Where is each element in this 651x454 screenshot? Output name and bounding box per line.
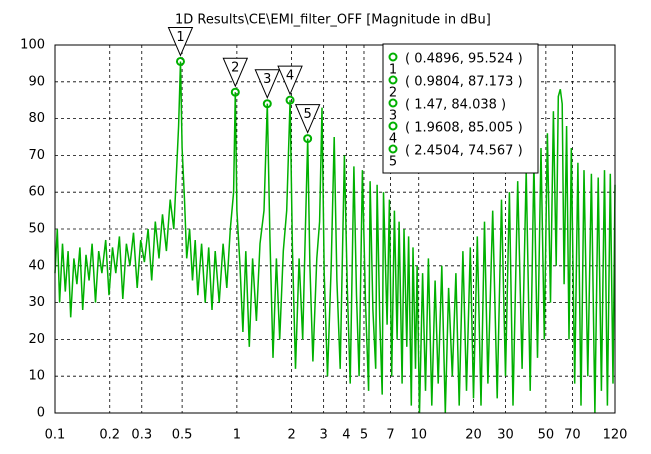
marker-flag bbox=[254, 69, 281, 100]
y-tick-label: 40 bbox=[28, 258, 45, 273]
x-tick-label: 1 bbox=[233, 428, 241, 443]
marker-flag-label: 1 bbox=[176, 30, 184, 45]
marker bbox=[230, 87, 240, 97]
x-tick-label: 0.2 bbox=[99, 428, 120, 443]
legend-box bbox=[382, 43, 539, 174]
marker bbox=[285, 95, 295, 105]
x-tick-label: 0.1 bbox=[45, 428, 66, 443]
marker-flag bbox=[167, 26, 194, 57]
legend-marker-number: 2 bbox=[389, 86, 397, 101]
legend-label: ( 0.4896, 95.524 ) bbox=[405, 52, 523, 67]
y-tick-label: 50 bbox=[28, 222, 45, 237]
x-tick-label: 7 bbox=[386, 428, 394, 443]
legend-label: ( 1.9608, 85.005 ) bbox=[405, 121, 523, 136]
x-tick-label: 0.5 bbox=[172, 428, 193, 443]
marker bbox=[175, 56, 185, 66]
y-tick-label: 70 bbox=[28, 148, 45, 163]
x-tick-label: 30 bbox=[497, 428, 514, 443]
legend-label: ( 2.4504, 74.567 ) bbox=[405, 144, 523, 159]
y-tick-label: 20 bbox=[28, 332, 45, 347]
legend-marker bbox=[388, 121, 398, 131]
y-tick-label: 100 bbox=[20, 38, 45, 53]
chart-title: 1D Results\CE\EMI_filter_OFF [Magnitude … bbox=[175, 13, 491, 28]
marker bbox=[303, 134, 313, 144]
x-tick-label: 20 bbox=[465, 428, 482, 443]
x-tick-label: 5 bbox=[360, 428, 368, 443]
legend-marker-number: 5 bbox=[389, 155, 397, 170]
marker-flag-label: 3 bbox=[263, 72, 271, 87]
y-tick-label: 0 bbox=[37, 406, 45, 421]
x-tick-label: 10 bbox=[410, 428, 427, 443]
marker-flag bbox=[277, 65, 303, 96]
plot-frame bbox=[54, 44, 616, 414]
marker-flag bbox=[222, 57, 249, 88]
x-tick-label: 70 bbox=[564, 428, 581, 443]
legend-label: ( 1.47, 84.038 ) bbox=[405, 98, 506, 113]
x-tick-label: 0.3 bbox=[131, 428, 152, 443]
legend-marker bbox=[388, 98, 398, 108]
x-tick-label: 3 bbox=[319, 428, 327, 443]
marker-flag-label: 5 bbox=[304, 107, 312, 122]
x-tick-label: 4 bbox=[342, 428, 350, 443]
marker bbox=[262, 99, 272, 109]
y-tick-label: 30 bbox=[28, 295, 45, 310]
legend-marker bbox=[388, 144, 398, 154]
x-tick-label: 120 bbox=[603, 428, 628, 443]
legend-marker-number: 3 bbox=[389, 109, 397, 124]
marker-flag-label: 2 bbox=[231, 61, 239, 76]
legend-label: ( 0.9804, 87.173 ) bbox=[405, 75, 523, 90]
marker-flag bbox=[294, 104, 321, 134]
marker-flag-label: 4 bbox=[286, 69, 294, 84]
x-tick-label: 2 bbox=[287, 428, 295, 443]
y-tick-label: 80 bbox=[28, 111, 45, 126]
data-line bbox=[54, 61, 616, 414]
x-tick-label: 50 bbox=[538, 428, 555, 443]
legend-marker-number: 4 bbox=[389, 132, 397, 147]
legend-marker bbox=[388, 75, 398, 85]
legend-marker-number: 1 bbox=[389, 63, 397, 78]
y-tick-label: 10 bbox=[28, 369, 45, 384]
y-tick-label: 60 bbox=[28, 185, 45, 200]
legend-marker bbox=[388, 52, 398, 62]
y-tick-label: 90 bbox=[28, 74, 45, 89]
